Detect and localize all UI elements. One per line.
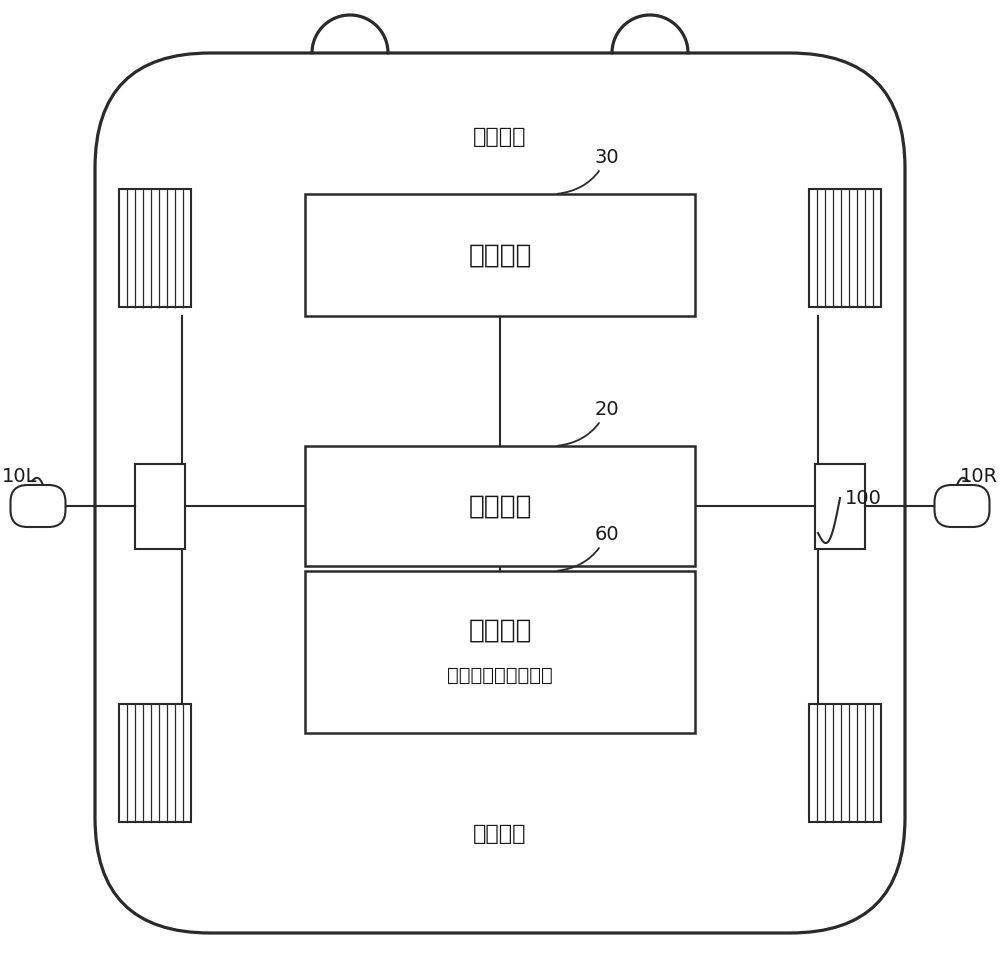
Bar	[305, 447, 695, 566]
Text: 20: 20	[558, 400, 620, 446]
FancyBboxPatch shape	[934, 485, 990, 527]
Bar	[809, 704, 881, 822]
Bar	[119, 190, 191, 308]
Bar	[809, 190, 881, 308]
Text: 控制装置: 控制装置	[468, 494, 532, 519]
Text: 显示装置: 显示装置	[468, 243, 532, 269]
Text: 100: 100	[845, 489, 882, 508]
FancyBboxPatch shape	[10, 485, 66, 527]
Bar	[305, 571, 695, 734]
Bar	[119, 704, 191, 822]
Text: 10L: 10L	[2, 467, 38, 486]
Text: 30: 30	[558, 148, 620, 195]
FancyBboxPatch shape	[95, 54, 905, 933]
Text: 控制对象: 控制对象	[468, 617, 532, 644]
Text: （后方）: （后方）	[473, 823, 527, 843]
Text: 10R: 10R	[960, 467, 998, 486]
Text: （前方）: （前方）	[473, 127, 527, 147]
Text: （制动器、手柄等）: （制动器、手柄等）	[447, 665, 553, 684]
Text: 60: 60	[558, 524, 620, 571]
Bar	[305, 195, 695, 317]
